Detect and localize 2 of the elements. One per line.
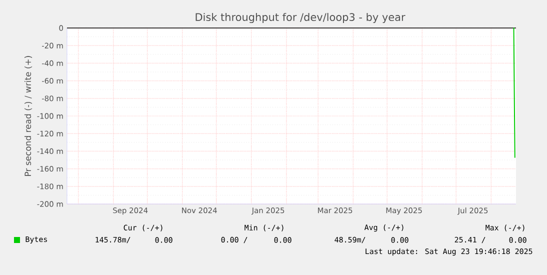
y-axis-title: Pr second read (-) / write (+) [24,56,32,176]
chart-title: Disk throughput for /dev/loop3 - by year [196,12,406,24]
